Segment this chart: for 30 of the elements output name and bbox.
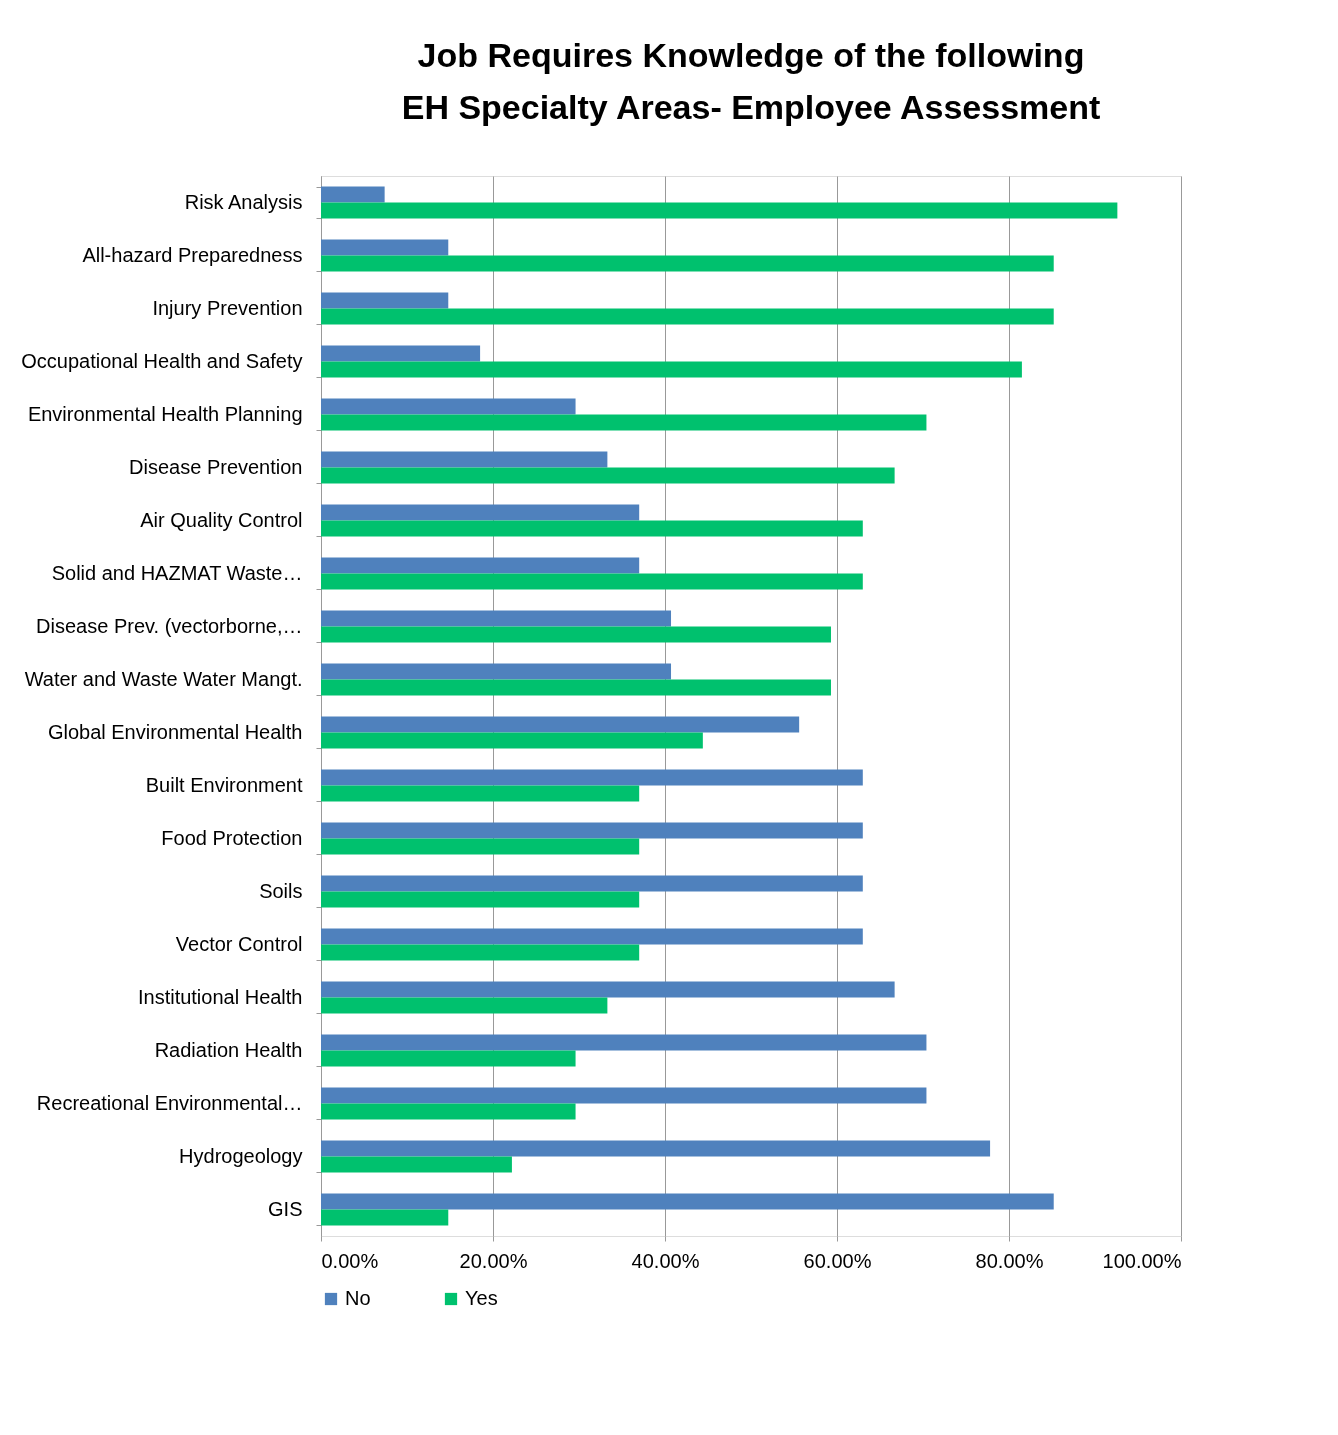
y-tick-label: Soils	[259, 880, 303, 902]
text: EH Specialty Areas- Employee Assessment	[401, 88, 1101, 126]
y-tick-label: All-hazard Preparedness	[82, 244, 303, 266]
y-tick-label: Disease Prev. (vectorborne,…	[36, 615, 303, 637]
x-tick-label: 0.00%	[321, 1249, 379, 1272]
y-tick-label: Institutional Health	[137, 986, 303, 1008]
y-tick-label: Hydrogeology	[179, 1145, 303, 1167]
legend-label: Yes	[465, 1287, 498, 1309]
y-tick-label: Vector Control	[175, 933, 303, 955]
y-tick-label: Water and Waste Water Mangt.	[24, 668, 303, 690]
text: Job Requires Knowledge of the following	[417, 36, 1085, 74]
legend-label: No	[345, 1287, 371, 1309]
x-tick-label: 80.00%	[975, 1249, 1044, 1272]
y-tick-label: Built Environment	[145, 774, 303, 796]
x-tick-label: 60.00%	[803, 1249, 872, 1272]
y-tick-label: Solid and HAZMAT Waste…	[51, 562, 303, 584]
y-tick-label: GIS	[268, 1198, 303, 1220]
y-tick-label: Environmental Health Planning	[27, 403, 303, 425]
y-tick-label: Disease Prevention	[129, 456, 303, 478]
y-tick-label: Food Protection	[161, 827, 303, 849]
y-tick-label: Radiation Health	[154, 1039, 303, 1061]
y-tick-label: Injury Prevention	[152, 297, 303, 319]
y-tick-label: Global Environmental Health	[47, 721, 303, 743]
y-tick-label: Air Quality Control	[140, 509, 303, 531]
y-tick-label: Occupational Health and Safety	[21, 350, 303, 372]
y-tick-label: Recreational Environmental…	[36, 1092, 303, 1114]
x-tick-label: 20.00%	[459, 1249, 528, 1272]
x-tick-label: 100.00%	[1102, 1249, 1182, 1272]
y-tick-label: Risk Analysis	[184, 191, 303, 213]
x-tick-label: 40.00%	[631, 1249, 700, 1272]
